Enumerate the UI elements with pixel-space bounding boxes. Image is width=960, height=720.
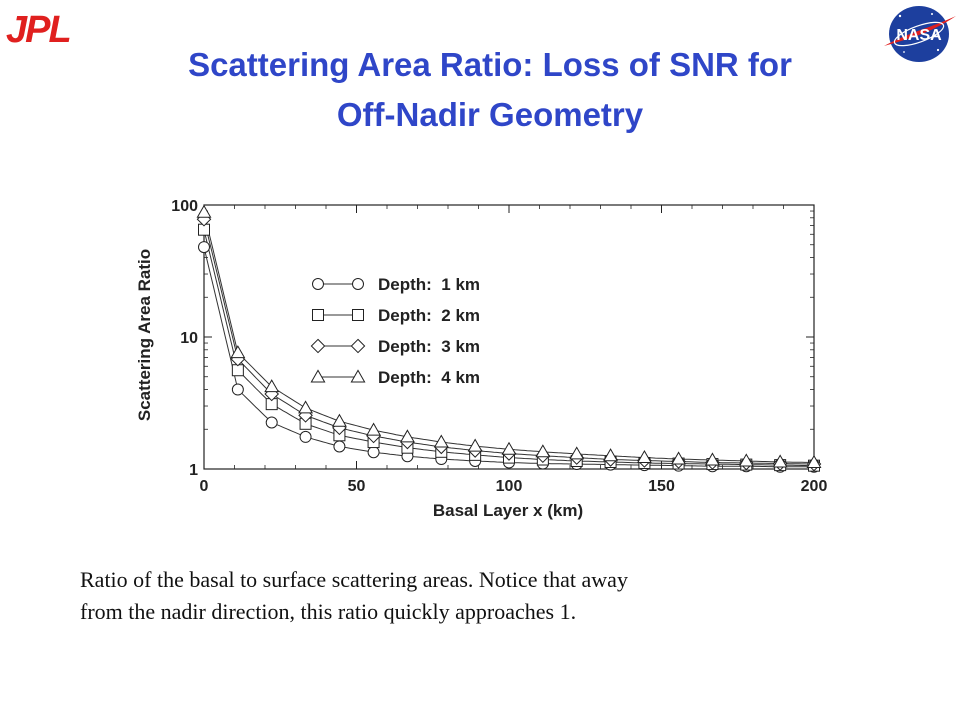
x-tick-label: 150	[648, 478, 675, 495]
plot-frame	[203, 204, 815, 470]
legend-marker	[350, 369, 366, 383]
data-point-series-1	[231, 383, 244, 396]
data-point-series-4	[366, 422, 382, 436]
y-tick-label: 1	[189, 462, 198, 479]
series-line-3	[203, 219, 815, 465]
data-point-series-4	[738, 453, 754, 467]
y-tick-label: 10	[180, 330, 198, 347]
data-point-series-4	[298, 400, 314, 414]
x-axis-label: Basal Layer x (km)	[433, 501, 583, 520]
x-tick-label: 100	[496, 478, 523, 495]
series-line-1	[203, 246, 814, 468]
data-point-series-1	[333, 440, 346, 453]
legend-label: Depth: 4 km	[378, 368, 480, 387]
data-point-series-4	[331, 413, 347, 427]
jpl-logo: JPL	[6, 9, 72, 48]
legend-marker	[310, 338, 326, 354]
legend-marker	[352, 278, 364, 290]
data-point-series-4	[230, 345, 246, 359]
title-line-2: Off-Nadir Geometry	[336, 96, 644, 133]
data-point-series-4	[636, 449, 652, 464]
nasa-logo-text: NASA	[896, 27, 942, 44]
data-point-series-4	[501, 441, 517, 455]
legend-marker	[350, 338, 366, 354]
legend-label: Depth: 2 km	[378, 306, 480, 325]
legend-label: Depth: 3 km	[378, 337, 480, 356]
legend-marker	[310, 369, 326, 383]
legend-label: Depth: 1 km	[378, 275, 480, 294]
x-tick-label: 50	[348, 478, 366, 495]
legend-marker	[352, 309, 364, 321]
data-point-series-4	[772, 454, 788, 468]
y-tick-label: 100	[171, 198, 198, 215]
series-line-4	[203, 212, 814, 463]
data-point-series-4	[603, 448, 619, 462]
y-axis-label: Scattering Area Ratio	[135, 249, 154, 421]
data-point-series-4	[535, 444, 551, 458]
caption-line-1: Ratio of the basal to surface scattering…	[80, 567, 628, 592]
data-point-series-4	[467, 438, 483, 452]
data-point-series-1	[265, 416, 278, 429]
data-point-series-4	[806, 454, 822, 468]
data-point-series-1	[299, 430, 312, 443]
nasa-logo: NASA	[884, 6, 956, 62]
data-point-series-4	[671, 451, 687, 465]
legend-marker	[312, 278, 324, 290]
x-tick-label: 200	[801, 478, 828, 495]
scattering-ratio-chart: 0 50 100 150 200 1 10 100 Depth: 1 km Depth: 2 k…	[135, 198, 828, 520]
caption: Ratio of the basal to surface scattering…	[80, 564, 900, 628]
caption-line-2: from the nadir direction, this ratio qui…	[80, 599, 577, 624]
chart-container: 0 50 100 150 200 1 10 100 Depth: 1 km Depth: 2 k…	[110, 180, 850, 525]
data-point-series-4	[569, 446, 585, 460]
title-line-1: Scattering Area Ratio: Loss of SNR for	[188, 46, 792, 83]
data-point-series-4	[196, 204, 212, 218]
jpl-logo-text: JPL	[6, 9, 70, 48]
data-point-series-4	[264, 379, 280, 393]
x-tick-label: 0	[200, 478, 209, 495]
data-point-series-4	[399, 429, 415, 443]
slide-title: Scattering Area Ratio: Loss of SNR for O…	[60, 40, 920, 140]
data-point-series-4	[704, 452, 720, 466]
data-point-series-1	[367, 446, 380, 459]
data-point-series-4	[433, 434, 449, 448]
legend-marker	[312, 309, 324, 321]
data-point-series-1	[198, 241, 210, 254]
series-line-2	[203, 229, 815, 467]
